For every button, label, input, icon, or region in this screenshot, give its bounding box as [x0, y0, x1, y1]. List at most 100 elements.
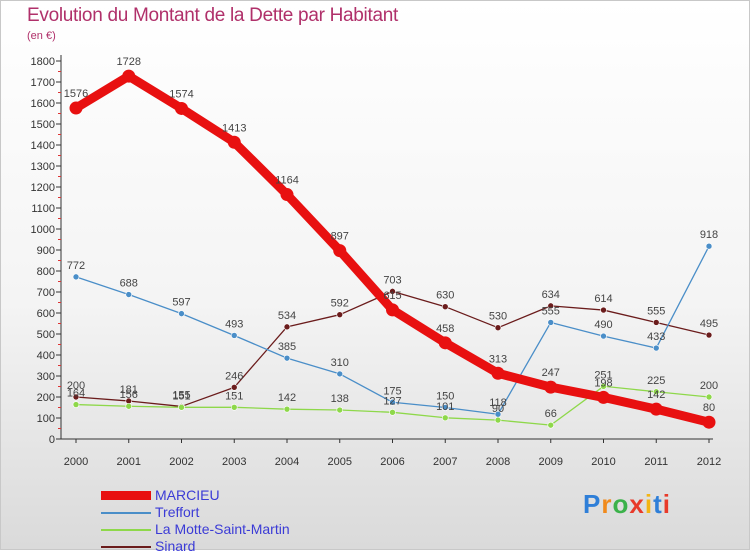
- x-tick-label: 2011: [644, 456, 668, 468]
- data-label: 225: [647, 375, 665, 387]
- x-tick-label: 2004: [275, 456, 299, 468]
- y-tick-label: 800: [37, 266, 55, 278]
- legend-label: Treffort: [155, 504, 200, 520]
- data-point: [547, 421, 555, 429]
- data-point: [544, 380, 558, 394]
- data-label: 90: [492, 403, 504, 415]
- data-point: [494, 324, 502, 332]
- data-point: [438, 336, 452, 350]
- data-label: 150: [436, 391, 454, 403]
- chart-axes: [58, 55, 713, 440]
- data-label: 151: [172, 390, 190, 402]
- data-point: [705, 393, 713, 401]
- data-point: [336, 406, 344, 414]
- data-point: [72, 273, 80, 281]
- data-point: [72, 393, 80, 401]
- data-label: 490: [594, 319, 612, 331]
- y-tick-label: 1300: [31, 161, 55, 173]
- data-point: [333, 244, 347, 258]
- series-lines: [71, 71, 714, 427]
- data-point: [705, 242, 713, 250]
- data-point: [494, 416, 502, 424]
- x-tick-label: 2002: [169, 456, 193, 468]
- data-point: [547, 319, 555, 326]
- data-label: 918: [700, 229, 718, 241]
- legend-label: MARCIEU: [155, 487, 220, 503]
- legend-label: Sinard: [155, 538, 196, 554]
- chart-subtitle: (en €): [27, 30, 56, 42]
- y-tick-label: 1700: [31, 77, 55, 89]
- data-point: [600, 382, 607, 390]
- data-point: [491, 366, 505, 380]
- data-point: [336, 370, 344, 378]
- data-label: 534: [278, 310, 296, 322]
- data-label: 101: [436, 401, 454, 413]
- logo-letter: P: [583, 489, 602, 519]
- data-label: 66: [545, 408, 557, 420]
- data-label: 127: [383, 395, 401, 407]
- data-label: 530: [489, 311, 507, 323]
- data-point: [230, 332, 238, 339]
- data-point: [230, 384, 238, 391]
- series-line-marcieu: [71, 71, 714, 427]
- logo-letter: i: [644, 489, 654, 519]
- y-tick-label: 1100: [31, 203, 55, 215]
- data-point: [336, 311, 344, 318]
- data-point: [441, 414, 449, 422]
- data-label: 200: [67, 380, 85, 392]
- logo-letter: t: [653, 489, 663, 519]
- data-point: [283, 323, 291, 331]
- data-label: 614: [594, 293, 612, 305]
- data-point: [72, 401, 80, 408]
- data-label: 1574: [169, 88, 193, 100]
- data-label: 313: [489, 353, 507, 365]
- data-label: 493: [225, 318, 243, 330]
- data-label: 246: [225, 370, 243, 382]
- data-label: 772: [67, 260, 85, 272]
- data-point: [600, 332, 607, 340]
- data-point: [494, 410, 502, 418]
- data-label: 688: [120, 278, 138, 290]
- y-tick-label: 1200: [31, 182, 55, 194]
- data-label: 1413: [222, 122, 246, 134]
- y-tick-label: 700: [37, 287, 55, 299]
- data-label: 155: [172, 389, 190, 401]
- data-point: [283, 354, 291, 362]
- data-label: 181: [120, 384, 138, 396]
- y-tick-label: 1500: [31, 119, 55, 131]
- y-tick-label: 200: [37, 392, 55, 404]
- legend-swatch: [101, 491, 151, 500]
- logo-letter: i: [662, 489, 671, 519]
- x-tick-label: 2001: [117, 456, 141, 468]
- y-tick-label: 900: [37, 245, 55, 257]
- data-point: [547, 302, 555, 310]
- data-label: 310: [331, 357, 349, 369]
- data-point: [600, 306, 607, 314]
- data-point: [230, 403, 238, 411]
- logo-letter: x: [629, 489, 645, 519]
- data-label: 142: [647, 389, 665, 401]
- y-tick-label: 1400: [31, 140, 55, 152]
- data-point: [389, 409, 396, 416]
- x-tick-label: 2005: [328, 456, 352, 468]
- y-tick-label: 400: [37, 350, 55, 362]
- y-tick-label: 600: [37, 308, 55, 320]
- data-label: 495: [700, 318, 718, 330]
- data-label: 80: [703, 402, 715, 414]
- data-label: 142: [278, 392, 296, 404]
- data-label: 175: [383, 385, 401, 397]
- data-label: 1728: [117, 56, 141, 68]
- data-point: [178, 310, 185, 317]
- data-point: [705, 331, 713, 339]
- data-label: 251: [594, 369, 612, 381]
- x-tick-label: 2010: [591, 456, 615, 468]
- data-label: 592: [331, 298, 349, 310]
- x-tick-label: 2008: [486, 456, 510, 468]
- data-label: 703: [383, 274, 401, 286]
- data-point: [389, 288, 396, 295]
- data-point: [652, 319, 660, 326]
- legend-swatch: [101, 546, 151, 548]
- y-tick-label: 500: [37, 329, 55, 341]
